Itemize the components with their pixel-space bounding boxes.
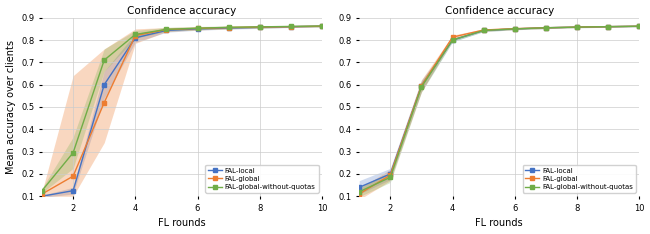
FAL-global-without-quotas: [69, 151, 77, 154]
FAL-global: [194, 27, 202, 30]
Line: FAL-global-without-quotas: FAL-global-without-quotas: [40, 24, 324, 192]
FAL-global: [511, 27, 519, 30]
FAL-local: [448, 39, 456, 41]
FAL-global-without-quotas: [604, 25, 612, 28]
FAL-global-without-quotas: [100, 59, 108, 62]
Line: FAL-global-without-quotas: FAL-global-without-quotas: [358, 25, 641, 194]
FAL-global-without-quotas: [573, 26, 581, 29]
Legend: FAL-local, FAL-global, FAL-global-without-quotas: FAL-local, FAL-global, FAL-global-withou…: [523, 165, 636, 193]
FAL-global-without-quotas: [225, 26, 233, 29]
FAL-local: [480, 29, 488, 32]
Legend: FAL-local, FAL-global, FAL-global-without-quotas: FAL-local, FAL-global, FAL-global-withou…: [205, 165, 318, 193]
FAL-global: [480, 29, 488, 31]
FAL-local: [287, 25, 294, 28]
FAL-global-without-quotas: [448, 39, 456, 41]
FAL-global-without-quotas: [318, 25, 326, 27]
Title: Confidence accuracy: Confidence accuracy: [445, 6, 554, 15]
FAL-global: [387, 174, 395, 176]
FAL-global-without-quotas: [387, 176, 395, 179]
FAL-local: [635, 25, 643, 28]
FAL-local: [417, 84, 425, 87]
FAL-global-without-quotas: [542, 26, 550, 29]
FAL-global: [287, 25, 294, 28]
FAL-local: [194, 27, 202, 30]
FAL-global-without-quotas: [38, 189, 46, 192]
FAL-global: [573, 26, 581, 29]
FAL-local: [162, 29, 170, 32]
FAL-global: [417, 84, 425, 87]
FAL-global: [448, 36, 456, 39]
FAL-global: [38, 193, 46, 195]
FAL-local: [100, 83, 108, 86]
FAL-local: [573, 26, 581, 29]
FAL-global-without-quotas: [162, 28, 170, 31]
FAL-global: [100, 101, 108, 104]
FAL-local: [131, 37, 139, 39]
FAL-local: [318, 25, 326, 28]
FAL-local: [542, 26, 550, 29]
FAL-local: [38, 195, 46, 198]
Y-axis label: Mean accuracy over clients: Mean accuracy over clients: [6, 40, 16, 174]
Line: FAL-global: FAL-global: [40, 25, 324, 196]
X-axis label: FL rounds: FL rounds: [475, 219, 523, 228]
FAL-global: [131, 34, 139, 37]
FAL-local: [69, 189, 77, 192]
FAL-global-without-quotas: [511, 27, 519, 30]
FAL-global: [356, 193, 363, 195]
Title: Confidence accuracy: Confidence accuracy: [127, 6, 237, 15]
FAL-global-without-quotas: [356, 190, 363, 193]
FAL-global-without-quotas: [194, 27, 202, 30]
Line: FAL-local: FAL-local: [358, 25, 641, 189]
FAL-global: [635, 25, 643, 28]
FAL-local: [387, 172, 395, 175]
FAL-global-without-quotas: [131, 33, 139, 36]
FAL-global: [162, 28, 170, 31]
FAL-global: [318, 25, 326, 28]
X-axis label: FL rounds: FL rounds: [158, 219, 206, 228]
Line: FAL-global: FAL-global: [358, 25, 641, 196]
FAL-local: [356, 186, 363, 189]
FAL-global: [604, 25, 612, 28]
FAL-global-without-quotas: [635, 25, 643, 28]
FAL-global-without-quotas: [480, 29, 488, 32]
FAL-local: [604, 25, 612, 28]
FAL-global: [256, 26, 264, 29]
FAL-global: [542, 26, 550, 29]
FAL-local: [511, 27, 519, 30]
FAL-global: [69, 175, 77, 178]
FAL-global-without-quotas: [417, 85, 425, 88]
Line: FAL-local: FAL-local: [40, 25, 324, 198]
FAL-global: [225, 26, 233, 29]
FAL-local: [225, 27, 233, 29]
FAL-global-without-quotas: [256, 26, 264, 28]
FAL-global-without-quotas: [287, 25, 294, 28]
FAL-local: [256, 26, 264, 29]
